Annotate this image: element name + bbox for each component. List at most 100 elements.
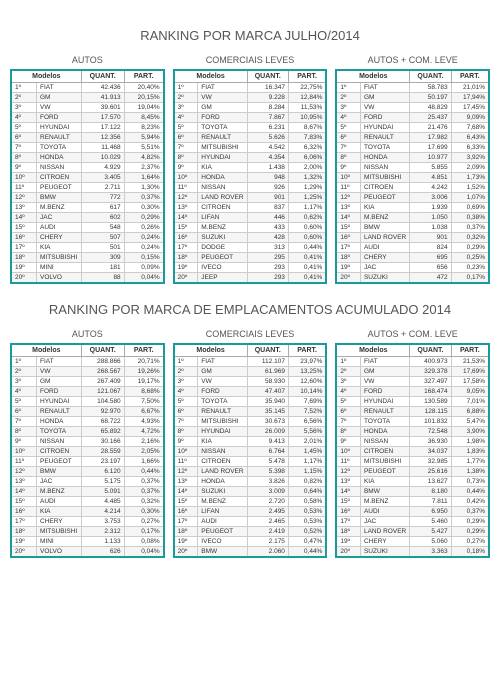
autoscom-block-2: AUTOS + COM. LEVE Modelos QUANT. PART. 1… [335,329,490,558]
rank-cell: 17º [11,243,37,253]
table-row: 7ºTOYOTA17.6996,33% [336,143,489,153]
table-row: 3ºGM267.40919,17% [11,377,164,387]
rank-cell: 20º [11,547,37,558]
table-row: 13ºKIA1.9390,69% [336,203,489,213]
part-cell: 0,38% [451,213,489,223]
part-cell: 21,01% [451,83,489,93]
table-row: 13ºHONDA3.8260,82% [174,477,327,487]
th-part: PART. [124,344,164,357]
quant-cell: 35.940 [247,397,288,407]
rank-cell: 5º [336,123,360,133]
quant-cell: 327.497 [410,377,451,387]
table-row: 2ºGM61.96913,25% [174,367,327,377]
model-cell: HONDA [37,153,82,163]
rank-cell: 19º [11,263,37,273]
quant-cell: 7.867 [247,113,288,123]
th-quant: QUANT. [81,344,124,357]
model-cell: MITSUBISHI [37,527,82,537]
rank-cell: 18º [11,527,37,537]
rank-cell: 15º [11,497,37,507]
model-cell: MITSUBISHI [360,457,409,467]
rank-cell: 15º [336,497,360,507]
rank-cell: 17º [336,517,360,527]
rank-cell: 18º [174,527,198,537]
model-cell: PEUGEOT [37,183,82,193]
rank-cell: 17º [336,243,360,253]
model-cell: FORD [198,113,247,123]
model-cell: RENAULT [360,407,409,417]
part-cell: 0,29% [451,527,489,537]
model-cell: BMW [360,223,409,233]
part-cell: 19,04% [124,103,164,113]
table-row: 11ºCITROEN5.4781,17% [174,457,327,467]
part-cell: 0,73% [451,477,489,487]
table-row: 3ºVW48.82917,45% [336,103,489,113]
table-row: 3ºVW327.49717,58% [336,377,489,387]
table-row: 8ºTOYOTA65.8924,72% [11,427,164,437]
model-cell: KIA [360,203,409,213]
part-cell: 0,58% [288,497,326,507]
quant-cell: 329.378 [410,367,451,377]
table-row: 7ºMITSUBISHI30.6736,56% [174,417,327,427]
rank-cell: 6º [174,133,198,143]
model-cell: NISSAN [37,163,82,173]
model-cell: NISSAN [360,437,409,447]
rank-cell: 8º [11,427,37,437]
table-row: 19ºIVECO2.1750,47% [174,537,327,547]
th-part: PART. [288,70,326,83]
table-row: 8ºHYUNDAI26.0095,56% [174,427,327,437]
model-cell: NISSAN [198,447,247,457]
th-part: PART. [288,344,326,357]
quant-cell: 1.050 [410,213,451,223]
table-row: 16ºSUZUKI4280,60% [174,233,327,243]
quant-cell: 772 [81,193,124,203]
part-cell: 1,15% [288,467,326,477]
rank-cell: 7º [11,417,37,427]
model-cell: MITSUBISHI [198,143,247,153]
rank-cell: 6º [336,407,360,417]
model-cell: CITROEN [37,447,82,457]
table-row: 14ºM.BENZ1.0500,38% [336,213,489,223]
table-row: 1ºFIAT288.86620,71% [11,357,164,367]
part-cell: 23,97% [288,357,326,367]
model-cell: TOYOTA [37,427,82,437]
part-cell: 21,53% [451,357,489,367]
rank-cell: 14º [174,487,198,497]
quant-cell: 926 [247,183,288,193]
rank-cell: 5º [11,123,37,133]
part-cell: 0,29% [451,243,489,253]
rank-cell: 7º [336,143,360,153]
table-row: 15ºBMW1.0380,37% [336,223,489,233]
quant-cell: 6.231 [247,123,288,133]
table-row: 6ºRENAULT5.6267,83% [174,133,327,143]
table-row: 11ºPEUGEOT23.1971,66% [11,457,164,467]
rank-cell: 6º [11,133,37,143]
table-row: 12ºLAND ROVER5.3981,15% [174,467,327,477]
rank-cell: 7º [174,143,198,153]
model-cell: HONDA [360,427,409,437]
table-row: 18ºPEUGEOT2950,41% [174,253,327,263]
quant-cell: 128.115 [410,407,451,417]
rank-cell: 16º [11,233,37,243]
model-cell: SUZUKI [360,547,409,558]
table-autoscom-1: Modelos QUANT. PART. 1ºFIAT58.78321,01%2… [335,69,490,284]
rank-cell: 20º [11,273,37,284]
model-cell: M.BENZ [37,203,82,213]
th-quant: QUANT. [247,70,288,83]
table-row: 16ºCHERY5070,24% [11,233,164,243]
rank-cell: 5º [11,397,37,407]
part-cell: 0,41% [288,253,326,263]
th-part: PART. [451,344,489,357]
part-cell: 0,62% [288,213,326,223]
quant-cell: 2.711 [81,183,124,193]
part-cell: 0,44% [124,467,164,477]
rank-cell: 17º [11,517,37,527]
quant-cell: 17.982 [410,133,451,143]
quant-cell: 400.973 [410,357,451,367]
rank-cell: 2º [336,367,360,377]
quant-cell: 26.009 [247,427,288,437]
model-cell: LIFAN [198,507,247,517]
model-cell: AUDI [37,223,82,233]
rank-cell: 4º [11,387,37,397]
rank-cell: 9º [11,437,37,447]
